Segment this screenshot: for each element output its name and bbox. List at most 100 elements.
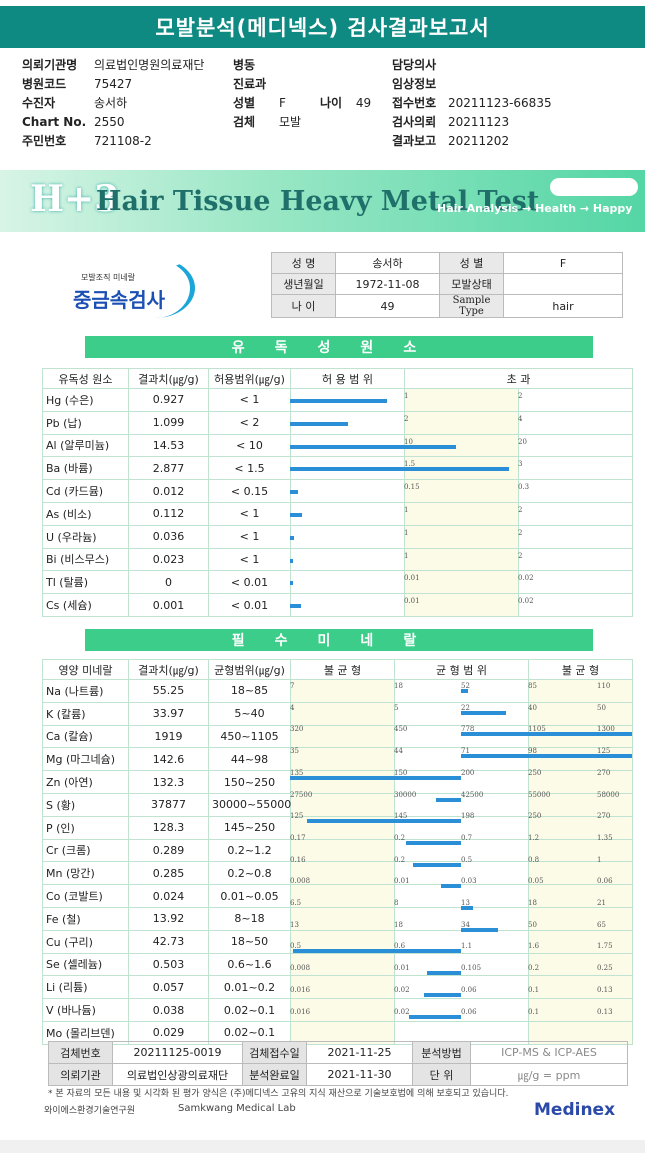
chart-cell [290, 815, 395, 840]
mineral-range: 0.2~0.8 [208, 861, 291, 886]
toxic-result: 14.53 [128, 433, 209, 458]
mineral-name: Li (리튬) [42, 975, 129, 1000]
toxic-result: 0 [128, 570, 209, 595]
header-field-label: 병원코드 [22, 77, 67, 91]
table-row: As (비소) 0.112 < 1 [42, 501, 633, 526]
mineral-name: Cr (크롬) [42, 838, 129, 863]
header-field-label: 임상정보 [392, 77, 437, 91]
header-field-value: 2550 [94, 115, 125, 129]
mineral-range: 5~40 [208, 701, 291, 726]
mineral-name: Mn (망간) [42, 861, 129, 886]
header-col2: 병동 진료과 성별 F 검체 모발 [233, 56, 301, 132]
chart-cell [290, 770, 395, 794]
chart-cell [394, 952, 529, 977]
unit-value: ㎍/g = ppm [470, 1063, 628, 1086]
toxic-range: < 2 [208, 410, 291, 435]
header-field-label: 접수번호 [392, 96, 437, 110]
mineral-name: V (바나듐) [42, 998, 129, 1022]
report-title: 모발분석(메디넥스) 검사결과보고서 [0, 6, 645, 48]
mineral-range: 18~50 [208, 929, 291, 954]
header-field-value: F [279, 96, 286, 110]
chart-cell [404, 593, 519, 617]
banner-pill [550, 178, 638, 196]
brand-arc-icon [115, 258, 195, 318]
toxic-result: 0.012 [128, 479, 209, 503]
medinex-logo: Medinex [534, 1100, 616, 1120]
chart-cell [528, 770, 633, 794]
toxic-name: Cs (세슘) [42, 593, 129, 617]
toxic-header-range: 허용범위(㎍/g) [208, 368, 291, 389]
method-label: 분석방법 [412, 1041, 471, 1064]
mineral-result: 42.73 [128, 929, 209, 954]
toxic-result: 0.927 [128, 388, 209, 412]
requester-label: 의뢰기관 [48, 1063, 113, 1086]
toxic-name: Ba (바륨) [42, 456, 129, 481]
chart-cell [290, 861, 395, 886]
dob-value: 1972-11-08 [335, 273, 440, 295]
mineral-result: 128.3 [128, 815, 209, 840]
toxic-header-result: 결과치(㎍/g) [128, 368, 209, 389]
chart-cell [290, 975, 395, 1000]
header-field-label: 검사의뢰 [392, 115, 437, 129]
mineral-name: Cu (구리) [42, 929, 129, 954]
toxic-range: < 1 [208, 388, 291, 412]
banner-title: Hair Tissue Heavy Metal Test [96, 186, 540, 217]
table-row: Mg (마그네슘) 142.6 44~98 [42, 747, 633, 772]
mineral-result: 0.038 [128, 998, 209, 1022]
chart-cell [394, 998, 529, 1022]
header-field-value: 20211123-66835 [448, 96, 552, 110]
chart-cell [290, 593, 405, 617]
chart-cell [290, 388, 405, 412]
header-field-label: 결과보고 [392, 134, 437, 148]
header-field-label: Chart No. [22, 115, 87, 129]
requester-value: 의료법인상광의료재단 [112, 1063, 243, 1086]
mineral-name: Na (나트륨) [42, 679, 129, 703]
toxic-range: < 1 [208, 547, 291, 572]
mineral-header-low: 불 균 형 [290, 659, 395, 680]
mineral-range: 18~85 [208, 679, 291, 703]
header-field: Chart No. 2550 [22, 113, 204, 132]
header-field: 진료과 [233, 75, 301, 94]
mineral-table: 영양 미네랄 결과치(㎍/g) 균형범위(㎍/g) 불 균 형 균 형 범 위 … [42, 659, 633, 1045]
chart-cell [528, 998, 633, 1022]
toxic-name: As (비소) [42, 501, 129, 526]
chart-cell [394, 770, 529, 794]
chart-cell [518, 410, 633, 435]
toxic-header-over: 초 과 [404, 368, 633, 389]
chart-cell [290, 929, 395, 954]
mineral-range: 450~1105 [208, 724, 291, 749]
chart-cell [290, 679, 395, 703]
mineral-range: 0.01~0.05 [208, 884, 291, 908]
bottom-band [0, 1140, 645, 1153]
age-label: 나이 [320, 96, 343, 110]
chart-cell [404, 410, 519, 435]
chart-cell [518, 433, 633, 458]
chart-cell [528, 701, 633, 726]
mineral-name: Ca (칼슘) [42, 724, 129, 749]
hair-test-banner: H+3 Hair Tissue Heavy Metal Test Hair An… [0, 170, 645, 232]
toxic-header-allow: 허 용 범 위 [290, 368, 405, 389]
toxic-header-name: 유독성 원소 [42, 368, 129, 389]
chart-cell [290, 410, 405, 435]
table-row: Fe (철) 13.92 8~18 [42, 906, 633, 931]
header-col1: 의뢰기관명 의료법인명원의료재단 병원코드 75427 수진자 송서하 Chart No. 2… [22, 56, 204, 151]
chart-cell [528, 952, 633, 977]
table-row: V (바나듐) 0.038 0.02~0.1 [42, 998, 633, 1022]
mineral-name: Fe (철) [42, 906, 129, 931]
sex-label: 성 별 [439, 252, 504, 274]
brand-logo: 모발조직 미네랄 중금속검사 [65, 258, 195, 320]
mineral-name: Mo (몰리브덴) [42, 1020, 129, 1045]
chart-cell [394, 815, 529, 840]
toxic-section-title: 유독성원소 [85, 336, 593, 358]
toxic-table: 유독성 원소 결과치(㎍/g) 허용범위(㎍/g) 허 용 범 위 초 과 Hg… [42, 368, 633, 617]
header-field: 병원코드 75427 [22, 75, 204, 94]
chart-cell [290, 792, 395, 817]
mineral-header-name: 영양 미네랄 [42, 659, 129, 680]
chart-cell [518, 547, 633, 572]
mineral-result: 13.92 [128, 906, 209, 931]
chart-cell [528, 815, 633, 840]
chart-cell [290, 501, 405, 526]
toxic-name: Al (알루미늄) [42, 433, 129, 458]
table-row: U (우라늄) 0.036 < 1 [42, 524, 633, 549]
toxic-name: Cd (카드뮴) [42, 479, 129, 503]
